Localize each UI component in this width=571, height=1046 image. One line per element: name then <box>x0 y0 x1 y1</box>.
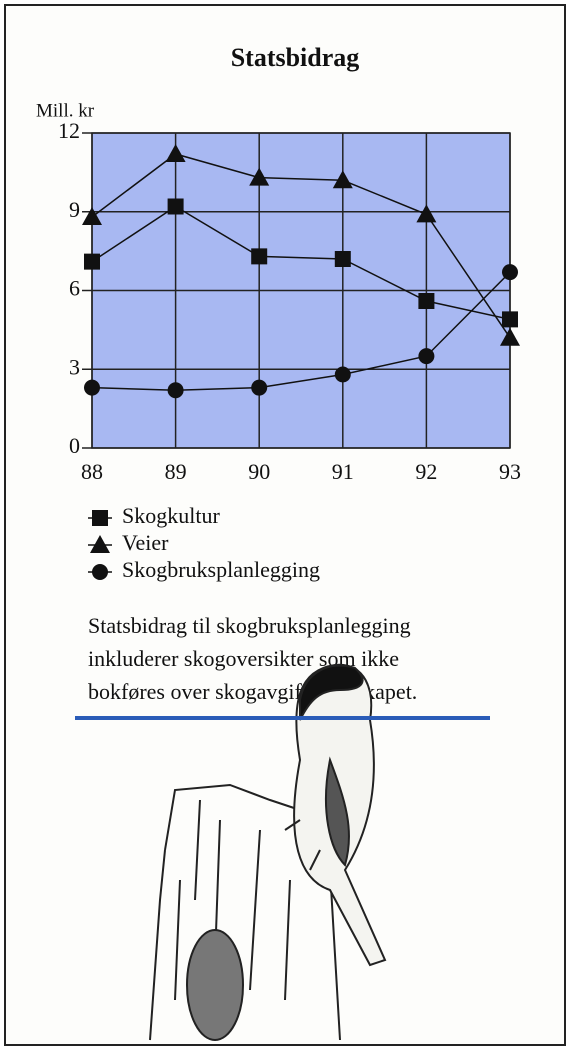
y-tick-label: 3 <box>69 354 80 379</box>
marker-circle <box>251 380 267 396</box>
legend-label: Skogbruksplanlegging <box>122 557 320 582</box>
marker-circle <box>502 264 518 280</box>
x-tick-label: 91 <box>332 459 354 484</box>
marker-square <box>418 293 434 309</box>
y-tick-label: 12 <box>58 118 80 143</box>
marker-square <box>251 248 267 264</box>
legend-label: Veier <box>122 530 169 555</box>
marker-square <box>335 251 351 267</box>
marker-circle <box>168 382 184 398</box>
x-tick-label: 89 <box>165 459 187 484</box>
marker-circle <box>335 367 351 383</box>
chart-title: Statsbidrag <box>231 43 360 72</box>
y-tick-label: 9 <box>69 197 80 222</box>
marker-circle <box>84 380 100 396</box>
marker-square <box>168 199 184 215</box>
annotation-line: Statsbidrag til skogbruksplanlegging <box>88 613 411 638</box>
marker-square <box>502 311 518 327</box>
chart: Statsbidrag Mill. kr 036912888990919293S… <box>0 0 571 1046</box>
x-tick-label: 90 <box>248 459 270 484</box>
legend-marker <box>92 564 108 580</box>
legend-label: Skogkultur <box>122 503 220 528</box>
y-tick-label: 6 <box>69 276 80 301</box>
page: Statsbidrag Mill. kr 036912888990919293S… <box>0 0 571 1046</box>
x-tick-label: 88 <box>81 459 103 484</box>
x-tick-label: 93 <box>499 459 521 484</box>
marker-square <box>84 254 100 270</box>
legend-marker <box>92 510 108 526</box>
marker-circle <box>418 348 434 364</box>
x-tick-label: 92 <box>415 459 437 484</box>
y-tick-label: 0 <box>69 433 80 458</box>
